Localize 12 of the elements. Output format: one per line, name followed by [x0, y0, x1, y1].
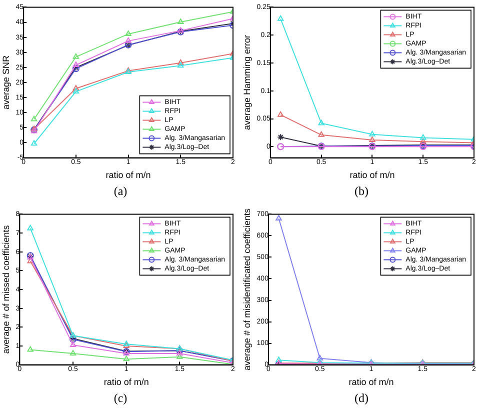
text: (d): [354, 391, 370, 406]
text: (c): [112, 391, 128, 406]
text: (b): [354, 184, 370, 199]
x-axis-title: ratio of m/n: [104, 377, 149, 388]
y-axis-title: average # of missed coefficients: [0, 224, 11, 354]
y-axis-title: average Hamming error: [242, 34, 252, 130]
x-axis-title: ratio of m/n: [106, 170, 151, 180]
y-axis-title: average SNR: [0, 54, 11, 110]
x-axis-title: ratio of m/n: [350, 170, 395, 180]
y-axis-title: average # of misidentificated coefficients: [242, 208, 252, 370]
text: (a): [112, 184, 128, 199]
x-axis-title: ratio of m/n: [348, 377, 394, 388]
